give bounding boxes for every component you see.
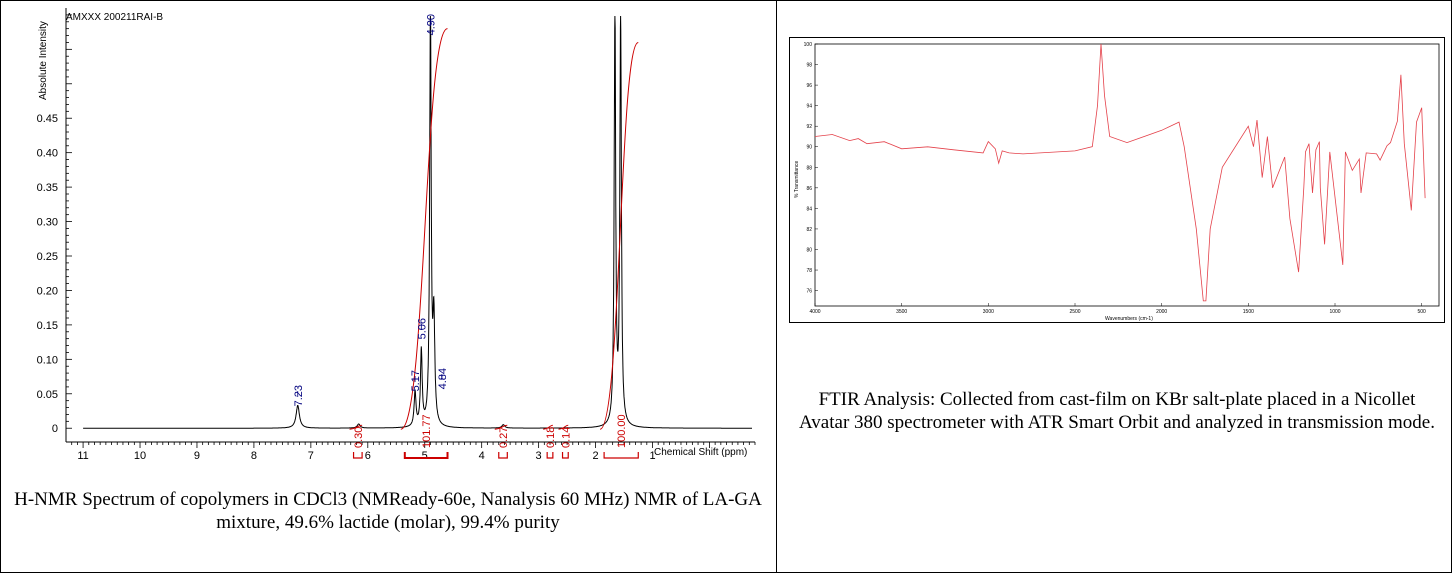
ftir-x-tick-label: 1000: [1329, 309, 1340, 315]
ftir-plot-border: [814, 43, 1440, 307]
ftir-spectrum-trace: [814, 43, 1426, 302]
nmr-integral-bracket: [352, 452, 363, 459]
nmr-integral-bracket: [546, 452, 554, 459]
ftir-y-tick-label: 88: [806, 165, 812, 171]
ftir-y-axis-label: % Transmittance: [794, 161, 800, 198]
ftir-y-tick-label: 100: [804, 42, 813, 48]
ftir-x-tick-label: 2000: [1156, 309, 1167, 315]
nmr-integral-bracket: [403, 452, 449, 459]
nmr-peak-label: 5.17: [410, 370, 422, 391]
nmr-y-tick-label: 0.35: [37, 182, 58, 194]
ftir-y-tick-label: 80: [806, 247, 812, 253]
nmr-integral-label: 0.14: [560, 427, 572, 448]
nmr-peak-label: 4.90: [425, 14, 437, 35]
nmr-integral-curve: [599, 41, 639, 430]
ftir-axes: 76 78 80 82 84 86 88 90 92 94 96 98 100 4000 3500 3000 2…: [804, 42, 1440, 315]
nmr-integral-curve: [349, 424, 363, 430]
ftir-y-tick-label: 76: [806, 289, 812, 295]
nmr-integral-label: 0.27: [498, 427, 510, 448]
nmr-integral-bracket: [603, 452, 639, 459]
nmr-spectrum-trace: [83, 15, 752, 429]
nmr-peak-label: 4.84: [437, 368, 449, 389]
nmr-integral-label: 101.77: [421, 414, 433, 448]
nmr-peak-label: 5.06: [416, 318, 428, 339]
nmr-x-tick-label: 8: [251, 450, 257, 462]
nmr-y-tick-label: 0.30: [37, 217, 58, 229]
nmr-integral-bracket: [561, 452, 569, 459]
ftir-y-tick-label: 84: [806, 206, 812, 212]
nmr-y-tick-label: 0: [52, 423, 58, 435]
ftir-y-tick-label: 86: [806, 186, 812, 192]
ftir-y-tick-label: 78: [806, 268, 812, 274]
nmr-y-axis-label: Absolute Intensity: [38, 21, 49, 100]
ftir-x-tick-label: 3000: [983, 309, 994, 315]
nmr-y-tick-label: 0.05: [37, 389, 58, 401]
nmr-caption: H-NMR Spectrum of copolymers in CDCl3 (N…: [14, 489, 762, 533]
nmr-x-tick-label: 2: [592, 450, 598, 462]
nmr-y-tick-label: 0.25: [37, 251, 58, 263]
nmr-panel: 0 0.05 0.10 0.15 0.20 0.25 0.30 0.35 0.40 0.45 11 1…: [14, 8, 762, 533]
nmr-title: AMXXX 200211RAI-B: [66, 12, 163, 23]
ftir-y-tick-label: 94: [806, 104, 812, 110]
ftir-x-tick-label: 3500: [896, 309, 907, 315]
ftir-x-tick-label: 500: [1417, 309, 1426, 315]
nmr-x-tick-label: 11: [77, 450, 88, 462]
ftir-y-tick-label: 90: [806, 145, 812, 151]
nmr-y-tick-label: 0.20: [37, 285, 58, 297]
nmr-integral-curve: [543, 424, 553, 430]
nmr-x-tick-label: 10: [134, 450, 146, 462]
nmr-x-tick-label: 7: [308, 450, 314, 462]
nmr-integral-label: 0.18: [545, 427, 557, 448]
ftir-spectrum-chart: 76 78 80 82 84 86 88 90 92 94 96 98 100 4000 3500 3000 2…: [794, 42, 1440, 322]
nmr-integral-curve: [558, 424, 569, 430]
nmr-peak-label: 7.23: [293, 385, 305, 406]
ftir-x-tick-label: 1500: [1243, 309, 1254, 315]
ftir-y-tick-label: 96: [806, 83, 812, 89]
nmr-x-tick-label: 6: [365, 450, 371, 462]
ftir-plot-area: [814, 43, 1426, 302]
nmr-integral-curve: [494, 424, 508, 430]
nmr-x-tick-label: 9: [194, 450, 200, 462]
ftir-chart-frame: [789, 37, 1445, 323]
nmr-y-tick-label: 0.40: [37, 148, 58, 160]
nmr-integral-bracket: [498, 452, 508, 459]
ftir-y-tick-label: 92: [806, 124, 812, 130]
nmr-integral-label: 100.00: [616, 414, 628, 448]
nmr-x-axis-label: Chemical Shift (ppm): [654, 447, 747, 458]
ftir-y-tick-label: 82: [806, 227, 812, 233]
ftir-x-tick-label: 4000: [809, 309, 820, 315]
nmr-y-tick-label: 0.15: [37, 320, 58, 332]
nmr-x-tick-label: 3: [536, 450, 542, 462]
nmr-integral-curve: [400, 28, 448, 430]
ftir-y-tick-label: 98: [806, 63, 812, 69]
column-divider: [776, 0, 777, 572]
ftir-x-axis-label: Wavenumbers (cm-1): [1105, 316, 1153, 322]
nmr-integral-label: 0.30: [353, 427, 365, 448]
nmr-x-tick-label: 1: [649, 450, 655, 462]
ftir-x-tick-label: 2500: [1069, 309, 1080, 315]
nmr-x-tick-label: 5: [422, 450, 428, 462]
nmr-y-tick-label: 0.45: [37, 113, 58, 125]
nmr-x-tick-label: 4: [479, 450, 485, 462]
nmr-y-tick-label: 0.10: [37, 354, 58, 366]
nmr-plot-area: 0.30 101.77 0.27 0.18 0.14 100.00 7.23 5.17 5.06…: [83, 14, 752, 459]
ftir-caption: FTIR Analysis: Collected from cast-film …: [798, 389, 1435, 433]
ftir-panel: 76 78 80 82 84 86 88 90 92 94 96 98 100 4000 3500 3000 2…: [777, 0, 1452, 573]
